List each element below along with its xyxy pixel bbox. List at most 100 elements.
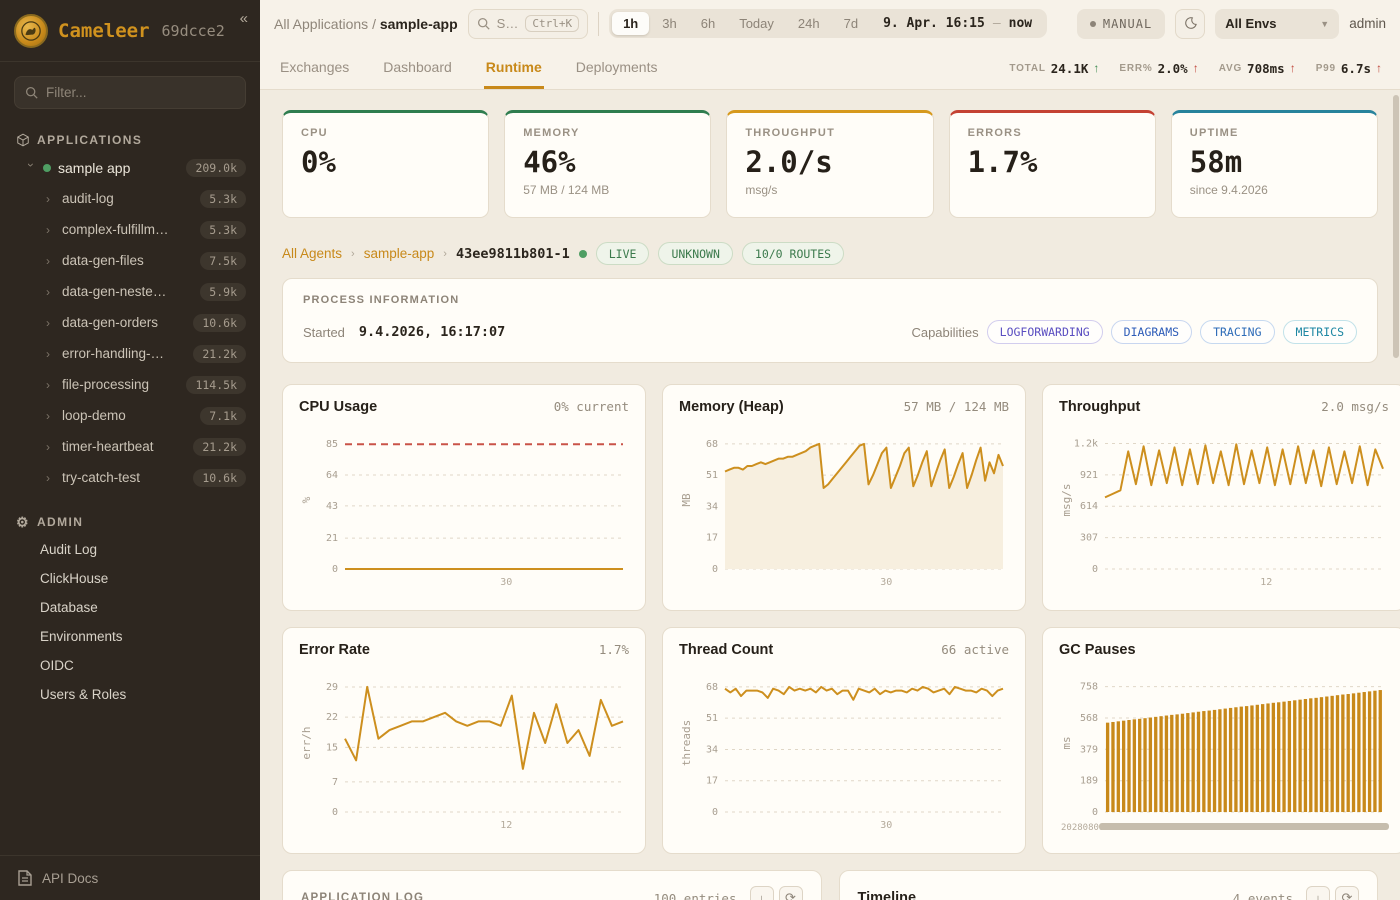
svg-text:30: 30	[500, 577, 512, 588]
sidebar-route-item[interactable]: › data-gen-files 7.5k	[0, 245, 260, 276]
chart-canvas: 0 307 614 921 1.2k msg/s 12	[1060, 438, 1384, 588]
download-button[interactable]: ↓	[749, 886, 774, 900]
sidebar-route-item[interactable]: › file-processing 114.5k	[0, 369, 260, 400]
sidebar-item-api-docs[interactable]: API Docs	[0, 855, 260, 900]
svg-text:21: 21	[326, 533, 338, 544]
range-from: 9. Apr. 16:15	[883, 16, 985, 31]
metric-label: ERRORS	[967, 127, 1022, 139]
count-badge: 21.2k	[193, 344, 246, 363]
chart-title: Memory (Heap)	[679, 399, 784, 415]
count-badge: 209.0k	[186, 159, 246, 177]
breadcrumb-root[interactable]: All Applications	[274, 15, 369, 32]
chevron-right-icon: ›	[443, 247, 447, 260]
route-name: error-handling-…	[62, 346, 165, 361]
svg-text:614: 614	[1080, 501, 1098, 512]
svg-text:ms: ms	[1060, 736, 1073, 749]
refresh-button[interactable]: ⟳	[1335, 886, 1359, 900]
sidebar-item-audit-log[interactable]: Audit Log	[40, 542, 98, 557]
chevron-right-icon: ›	[46, 439, 50, 454]
sidebar-route-item[interactable]: › data-gen-orders 10.6k	[0, 307, 260, 338]
refresh-button[interactable]: ⟳	[778, 886, 803, 900]
metric-value: 2.0/s	[745, 145, 833, 179]
chart-current-value: 66 active	[941, 642, 1009, 657]
document-icon	[18, 870, 32, 886]
sidebar-route-item[interactable]: › data-gen-neste… 5.9k	[0, 276, 260, 307]
sidebar-route-item[interactable]: › complex-fulfillm… 5.3k	[0, 214, 260, 245]
breadcrumb-current: sample-app	[379, 15, 458, 32]
route-name: file-processing	[62, 377, 150, 392]
global-search-input[interactable]: S… Ctrl+K	[467, 8, 589, 39]
all-agents-link[interactable]: All Agents	[282, 246, 343, 261]
sidebar-collapse-icon[interactable]: «	[239, 10, 248, 27]
env-select[interactable]: All Envs ▼	[1215, 8, 1340, 39]
manual-dot-icon	[1089, 20, 1096, 27]
time-range-24h[interactable]: 24h	[797, 16, 820, 31]
capability-badge-metrics: METRICS	[1282, 320, 1357, 344]
content-scroll: CPU 0% MEMORY 46% 57 MB / 124 MB THROUGHPUT 2.…	[260, 90, 1400, 900]
metric-sub: msg/s	[745, 183, 778, 197]
agent-breadcrumb: All Agents › sample-app › 43ee9811b801-1…	[282, 242, 1378, 265]
sidebar-item-sample-app[interactable]: › sample app 209.0k	[0, 153, 260, 183]
svg-text:0: 0	[1092, 564, 1098, 575]
svg-text:51: 51	[706, 713, 718, 724]
sidebar-route-item[interactable]: › timer-heartbeat 21.2k	[0, 431, 260, 462]
svg-text:34: 34	[706, 501, 718, 512]
sidebar-route-item[interactable]: › try-catch-test 10.6k	[0, 462, 260, 493]
count-badge: 21.2k	[193, 437, 246, 456]
refresh-mode-button[interactable]: MANUAL	[1076, 8, 1166, 39]
count-badge: 114.5k	[186, 375, 246, 394]
metric-card-cpu: CPU 0%	[282, 110, 490, 218]
sidebar-item-clickhouse[interactable]: ClickHouse	[40, 571, 109, 586]
count-badge: 7.5k	[200, 251, 246, 270]
started-value: 9.4.2026, 16:17:07	[358, 324, 506, 340]
metric-label: THROUGHPUT	[745, 127, 835, 139]
chart-current-value: 1.7%	[598, 642, 629, 657]
agent-app-link[interactable]: sample-app	[363, 246, 435, 261]
time-range-custom[interactable]: 9. Apr. 16:15 — now	[883, 16, 1033, 31]
sidebar-route-item[interactable]: › loop-demo 7.1k	[0, 400, 260, 431]
tab-deployments[interactable]: Deployments	[575, 58, 658, 75]
time-range-6h[interactable]: 6h	[700, 16, 716, 31]
tab-dashboard[interactable]: Dashboard	[383, 58, 452, 75]
time-range-Today[interactable]: Today	[739, 16, 774, 31]
metric-sub: 57 MB / 124 MB	[523, 183, 610, 197]
svg-text:0: 0	[712, 564, 718, 575]
sidebar-item-environments[interactable]: Environments	[40, 629, 123, 644]
trend-arrow-icon: ↑	[1192, 61, 1199, 75]
agent-badge: 10/0 ROUTES	[741, 242, 845, 265]
route-name: complex-fulfillm…	[62, 222, 169, 237]
app-logo[interactable]	[14, 13, 48, 48]
count-badge: 5.3k	[200, 220, 246, 239]
svg-text:758: 758	[1080, 682, 1098, 693]
vertical-scrollbar-thumb[interactable]	[1393, 95, 1399, 358]
time-range-7d[interactable]: 7d	[843, 16, 859, 31]
sidebar-filter-input[interactable]: Filter...	[14, 76, 246, 109]
status-dot	[43, 164, 51, 172]
stat-value: 708ms	[1247, 60, 1285, 76]
stat-label: AVG	[1218, 62, 1243, 74]
tab-exchanges[interactable]: Exchanges	[280, 58, 350, 75]
sidebar-item-users-roles[interactable]: Users & Roles	[40, 687, 127, 702]
moon-icon	[1184, 17, 1197, 29]
chart-title: GC Pauses	[1059, 642, 1136, 658]
metric-card-uptime: UPTIME 58m since 9.4.2026	[1170, 110, 1378, 218]
applications-section-header: APPLICATIONS	[0, 127, 260, 153]
svg-text:51: 51	[706, 470, 718, 481]
time-range-3h[interactable]: 3h	[662, 16, 677, 31]
sidebar-route-item[interactable]: › error-handling-… 21.2k	[0, 338, 260, 369]
sidebar-route-item[interactable]: › audit-log 5.3k	[0, 183, 260, 214]
range-to: now	[1008, 16, 1033, 31]
sidebar-item-oidc[interactable]: OIDC	[40, 658, 74, 673]
svg-text:1.2k: 1.2k	[1074, 438, 1098, 449]
dark-mode-toggle[interactable]	[1175, 8, 1206, 39]
chevron-right-icon: ›	[46, 284, 50, 299]
sidebar-header: Cameleer 69dcce2 «	[0, 0, 260, 62]
chevron-right-icon: ›	[46, 222, 50, 237]
tab-runtime[interactable]: Runtime	[483, 47, 544, 89]
download-button[interactable]: ↓	[1306, 886, 1330, 900]
capability-badge-tracing: TRACING	[1200, 320, 1275, 344]
cube-icon	[17, 133, 29, 147]
time-range-1h[interactable]: 1h	[612, 12, 650, 35]
sidebar-item-database[interactable]: Database	[40, 600, 98, 615]
chart-canvas: 0 21 43 64 85% 30	[300, 439, 623, 588]
